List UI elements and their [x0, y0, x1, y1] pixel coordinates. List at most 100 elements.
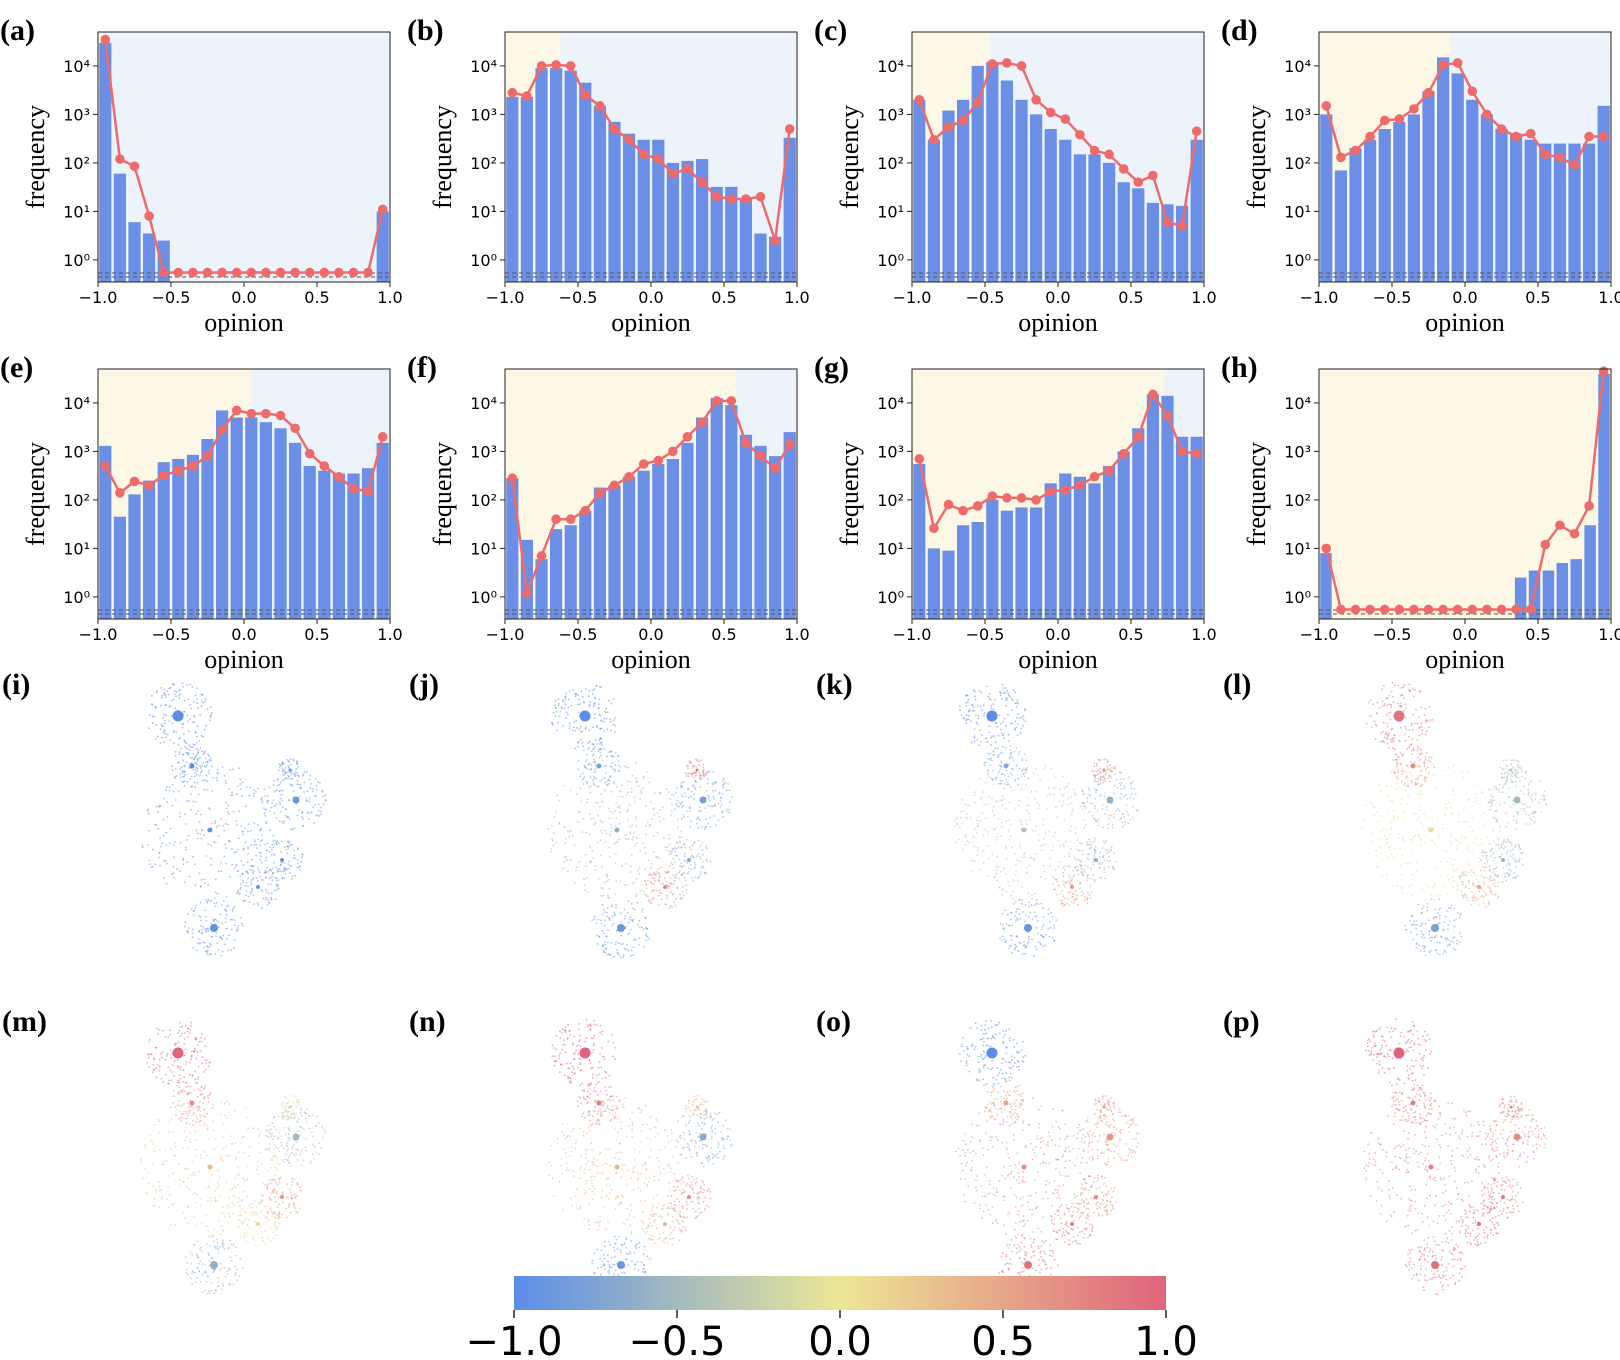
- node-dot: [601, 944, 604, 947]
- node-dot: [278, 763, 281, 766]
- node-dot: [195, 1081, 197, 1084]
- node-dot: [581, 831, 584, 834]
- node-dot: [610, 941, 613, 944]
- node-dot: [645, 833, 648, 836]
- x-tick-label: 1.0: [1598, 625, 1620, 644]
- node-dot: [1010, 939, 1013, 941]
- node-dot: [1042, 916, 1045, 918]
- node-dot: [672, 874, 675, 876]
- node-dot: [697, 839, 700, 842]
- node-dot: [1505, 778, 1508, 781]
- y-axis-title: frequency: [21, 442, 50, 546]
- network-cluster: [1404, 898, 1463, 957]
- node-dot: [1383, 741, 1386, 743]
- node-dot: [178, 1086, 181, 1089]
- node-dot: [991, 759, 993, 762]
- node-dot: [175, 1042, 178, 1045]
- node-dot: [1455, 868, 1457, 871]
- node-dot: [281, 799, 284, 802]
- network-cluster: [1091, 758, 1116, 782]
- node-dot: [707, 798, 710, 800]
- node-dot: [1401, 854, 1404, 857]
- node-dot: [253, 870, 255, 873]
- node-dot: [1053, 787, 1056, 789]
- node-dot: [588, 740, 591, 743]
- node-dot: [605, 707, 607, 710]
- node-dot: [1076, 839, 1079, 841]
- node-dot: [1045, 934, 1047, 936]
- node-dot: [639, 798, 641, 800]
- node-dot: [1059, 900, 1062, 902]
- node-dot: [614, 752, 617, 754]
- node-dot: [672, 793, 675, 796]
- node-dot: [1073, 856, 1076, 859]
- node-dot: [638, 937, 641, 940]
- node-dot: [1120, 781, 1123, 784]
- node-dot: [214, 841, 217, 844]
- panel-label: (e): [0, 351, 33, 384]
- node-dot: [1514, 860, 1517, 863]
- node-dot: [216, 892, 219, 895]
- node-dot: [994, 741, 997, 744]
- node-dot: [167, 693, 170, 696]
- node-dot: [159, 1065, 161, 1068]
- node-dot: [693, 764, 696, 767]
- node-dot: [296, 859, 299, 861]
- node-dot: [162, 877, 165, 879]
- node-dot: [195, 755, 198, 757]
- node-dot: [1008, 819, 1010, 822]
- node-dot: [601, 800, 604, 803]
- node-dot: [1531, 800, 1534, 803]
- node-dot: [1012, 902, 1015, 905]
- line-point: [595, 488, 605, 498]
- node-dot: [1458, 941, 1461, 944]
- node-dot: [266, 842, 269, 845]
- node-dot: [1456, 839, 1458, 842]
- bar: [186, 454, 199, 619]
- node-dot: [999, 799, 1002, 802]
- node-dot: [1387, 734, 1390, 737]
- node-dot: [177, 1059, 179, 1062]
- node-dot: [711, 782, 714, 784]
- bar: [666, 162, 679, 282]
- node-dot: [679, 841, 681, 844]
- node-dot: [1428, 919, 1430, 921]
- node-dot: [1419, 836, 1421, 838]
- node-dot: [169, 827, 172, 830]
- node-dot: [1015, 919, 1017, 922]
- node-dot: [1477, 844, 1480, 847]
- node-dot: [1531, 811, 1534, 814]
- node-dot: [577, 703, 579, 706]
- node-dot: [709, 860, 712, 863]
- node-dot: [1417, 944, 1420, 947]
- hub-node: [1410, 763, 1416, 769]
- node-dot: [178, 1074, 181, 1076]
- node-dot: [633, 796, 636, 799]
- node-dot: [1418, 727, 1420, 729]
- node-dot: [305, 771, 308, 773]
- node-dot: [1504, 846, 1507, 848]
- node-dot: [1375, 849, 1378, 852]
- node-dot: [225, 801, 227, 804]
- node-dot: [713, 815, 716, 817]
- node-dot: [251, 869, 254, 872]
- node-dot: [656, 812, 659, 814]
- node-dot: [697, 877, 699, 880]
- node-dot: [565, 717, 567, 719]
- node-dot: [665, 788, 668, 790]
- node-dot: [1093, 849, 1096, 852]
- hub-node: [1070, 885, 1074, 889]
- node-dot: [594, 713, 596, 715]
- node-dot: [978, 690, 981, 692]
- node-dot: [1422, 825, 1425, 827]
- line-point: [522, 588, 532, 598]
- node-dot: [673, 879, 676, 882]
- node-dot: [173, 876, 176, 879]
- node-dot: [188, 744, 190, 747]
- node-dot: [1465, 820, 1467, 823]
- node-dot: [1489, 879, 1492, 882]
- node-dot: [1391, 737, 1394, 740]
- node-dot: [678, 836, 681, 839]
- node-dot: [1452, 765, 1454, 767]
